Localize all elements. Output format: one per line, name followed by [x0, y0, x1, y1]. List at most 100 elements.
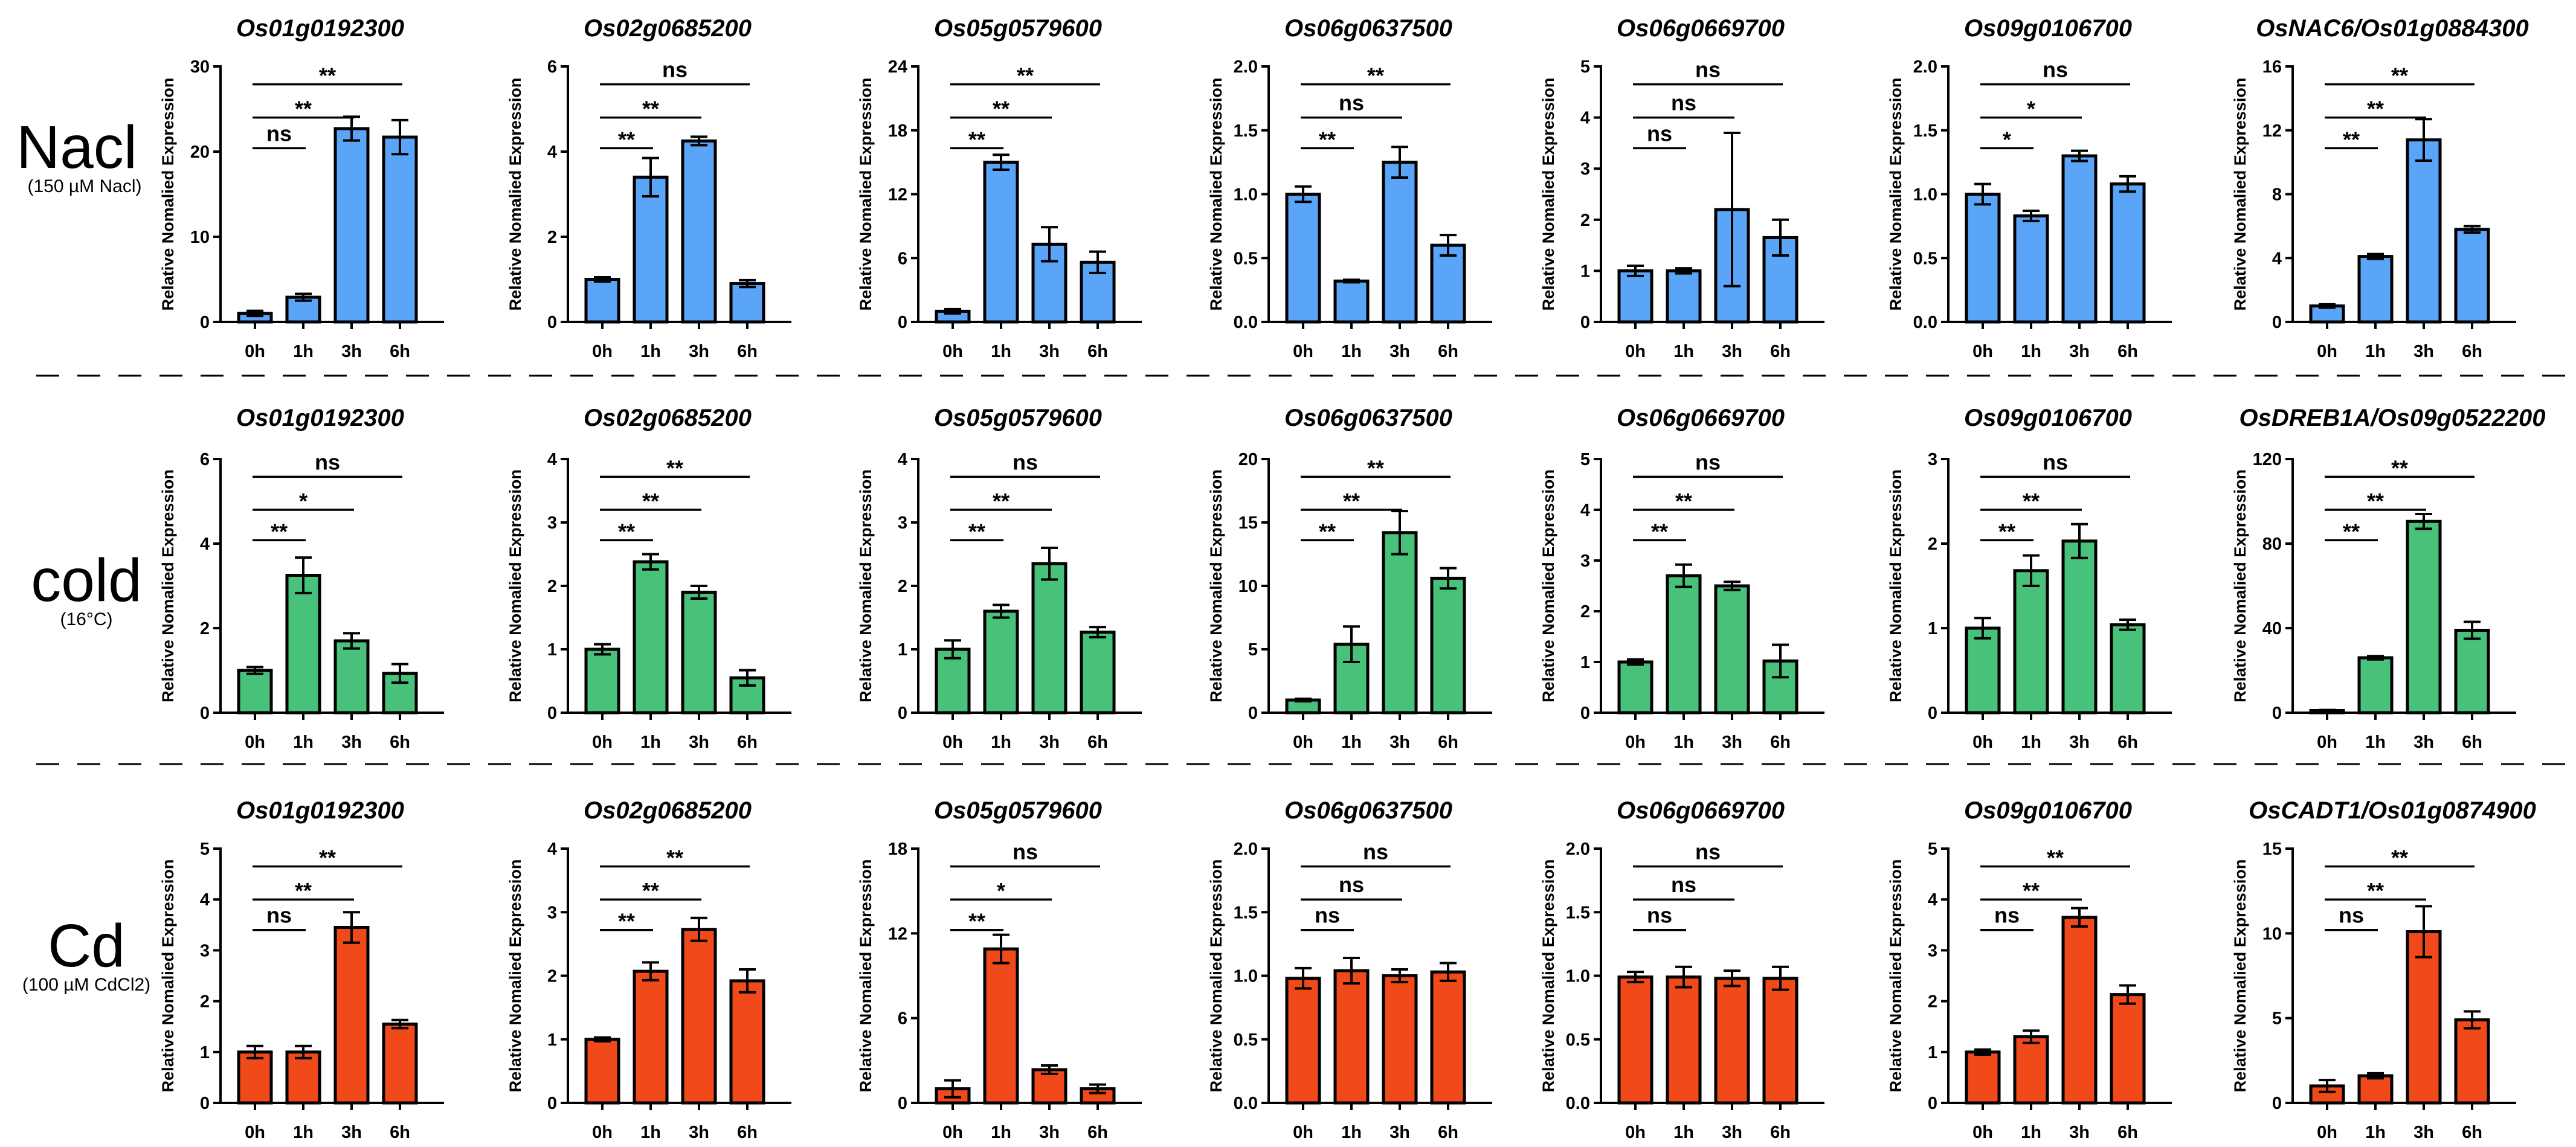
bar-1h: [2357, 255, 2394, 324]
row-label-cd: Cd (100 µM CdCl2): [22, 912, 150, 995]
y-tick-label: 2.0: [1234, 57, 1258, 77]
x-tick-label: 3h: [2069, 733, 2090, 752]
x-tick-label: 1h: [293, 733, 314, 752]
y-tick-label: 12: [2262, 121, 2282, 141]
y-axis-label: Relative Nomalied Expression: [506, 859, 524, 1093]
bar-6h: [2110, 993, 2146, 1105]
bar-0h: [935, 647, 971, 715]
bar-0h: [1965, 626, 2001, 715]
y-tick-label: 0: [1928, 704, 1937, 723]
chart-panels: Os01g0192300 Relative Nomalied Expression…: [159, 15, 2545, 1142]
significance-label: ns: [1671, 91, 1696, 115]
y-tick-label: 8: [2272, 185, 2282, 205]
y-tick-label: 0: [1580, 313, 1590, 332]
bar-3h: [333, 926, 370, 1105]
x-tick-label: 1h: [1341, 733, 1362, 752]
bar-0h: [1617, 269, 1653, 324]
y-axis-label: Relative Nomalied Expression: [2231, 469, 2249, 702]
y-tick-label: 1.5: [1913, 121, 1937, 141]
x-tick-label: 1h: [293, 1123, 314, 1142]
y-tick-label: 4: [547, 450, 557, 469]
significance-label: **: [666, 455, 683, 480]
significance-label: **: [2343, 519, 2360, 544]
y-axis-label: Relative Nomalied Expression: [857, 78, 875, 311]
x-tick-label: 0h: [942, 1123, 963, 1142]
y-tick-label: 6: [547, 57, 557, 77]
x-tick-label: 0h: [1293, 342, 1313, 361]
bar-6h: [2110, 623, 2146, 715]
panel-nacl-5: Os06g0669700 Relative Nomalied Expression…: [1539, 15, 1824, 361]
y-tick-label: 40: [2262, 619, 2282, 638]
y-tick-label: 80: [2262, 535, 2282, 554]
y-tick-label: 0: [200, 1094, 210, 1113]
y-tick-label: 2.0: [1566, 840, 1590, 859]
row-label-cold: cold (16°C): [31, 547, 141, 629]
x-tick-label: 6h: [1438, 1123, 1458, 1142]
y-tick-label: 0: [898, 704, 907, 723]
x-tick-label: 0h: [942, 733, 963, 752]
significance-label: **: [319, 845, 336, 870]
y-tick-label: 1.0: [1234, 967, 1258, 986]
y-axis-label: Relative Nomalied Expression: [159, 78, 177, 311]
significance-label: **: [1651, 519, 1668, 544]
y-tick-label: 0: [1580, 704, 1590, 723]
y-axis-label: Relative Nomalied Expression: [2231, 78, 2249, 311]
row-label-cold-main: cold: [31, 547, 141, 614]
y-axis-label: Relative Nomalied Expression: [159, 469, 177, 702]
x-tick-label: 0h: [1293, 733, 1313, 752]
significance-label: **: [1675, 489, 1692, 513]
significance-label: ns: [1671, 872, 1696, 897]
x-tick-label: 0h: [1972, 342, 1993, 361]
panel-title: Os02g0685200: [584, 405, 752, 431]
panel-title: Os01g0192300: [236, 15, 404, 42]
bar-0h: [584, 647, 620, 715]
significance-label: **: [2343, 127, 2360, 152]
y-tick-label: 0.0: [1913, 313, 1937, 332]
significance-label: **: [2391, 845, 2408, 870]
significance-label: ns: [2339, 903, 2364, 928]
bar-3h: [1382, 161, 1418, 324]
significance-label: **: [1319, 127, 1336, 152]
significance-label: **: [993, 489, 1009, 513]
panel-cold-2: Os02g0685200 Relative Nomalied Expression…: [506, 405, 791, 752]
y-tick-label: 4: [1580, 109, 1590, 128]
x-tick-label: 6h: [2117, 1123, 2138, 1142]
y-tick-label: 6: [898, 1009, 907, 1029]
panel-cd-7: OsCADT1/Os01g0874900 Relative Nomalied Ex…: [2231, 797, 2536, 1142]
y-tick-label: 4: [547, 143, 557, 162]
y-tick-label: 18: [888, 840, 907, 859]
bar-6h: [729, 282, 765, 324]
y-tick-label: 0: [2272, 313, 2282, 332]
bar-3h: [333, 639, 370, 715]
y-axis-label: Relative Nomalied Expression: [857, 859, 875, 1093]
bar-0h: [237, 669, 273, 715]
bar-3h: [333, 127, 370, 324]
y-tick-label: 0: [2272, 1094, 2282, 1113]
panel-cd-6: Os09g0106700 Relative Nomalied Expression…: [1887, 797, 2172, 1142]
significance-label: **: [2023, 489, 2040, 513]
panel-nacl-7: OsNAC6/Os01g0884300 Relative Nomalied Exp…: [2231, 15, 2529, 361]
significance-label: **: [2367, 878, 2384, 903]
y-tick-label: 2: [898, 577, 907, 596]
y-tick-label: 15: [2262, 840, 2282, 859]
bar-3h: [681, 139, 717, 324]
y-tick-label: 0.5: [1566, 1030, 1590, 1050]
bar-1h: [2013, 569, 2049, 715]
y-tick-label: 0: [547, 1094, 557, 1113]
x-tick-label: 3h: [1389, 342, 1410, 361]
x-tick-label: 6h: [1087, 1123, 1108, 1142]
significance-label: **: [295, 878, 312, 903]
bar-6h: [1080, 631, 1116, 715]
y-tick-label: 4: [200, 535, 210, 554]
bar-6h: [729, 979, 765, 1105]
panel-cold-6: Os09g0106700 Relative Nomalied Expression…: [1887, 405, 2172, 752]
significance-label: ns: [1695, 839, 1721, 864]
bar-1h: [285, 574, 321, 715]
x-tick-label: 3h: [341, 1123, 362, 1142]
y-tick-label: 0: [898, 1094, 907, 1113]
significance-label: **: [968, 127, 985, 152]
x-tick-label: 0h: [1972, 1123, 1993, 1142]
x-tick-label: 1h: [2365, 733, 2386, 752]
y-tick-label: 4: [898, 450, 907, 469]
significance-label: ns: [1994, 903, 2020, 928]
